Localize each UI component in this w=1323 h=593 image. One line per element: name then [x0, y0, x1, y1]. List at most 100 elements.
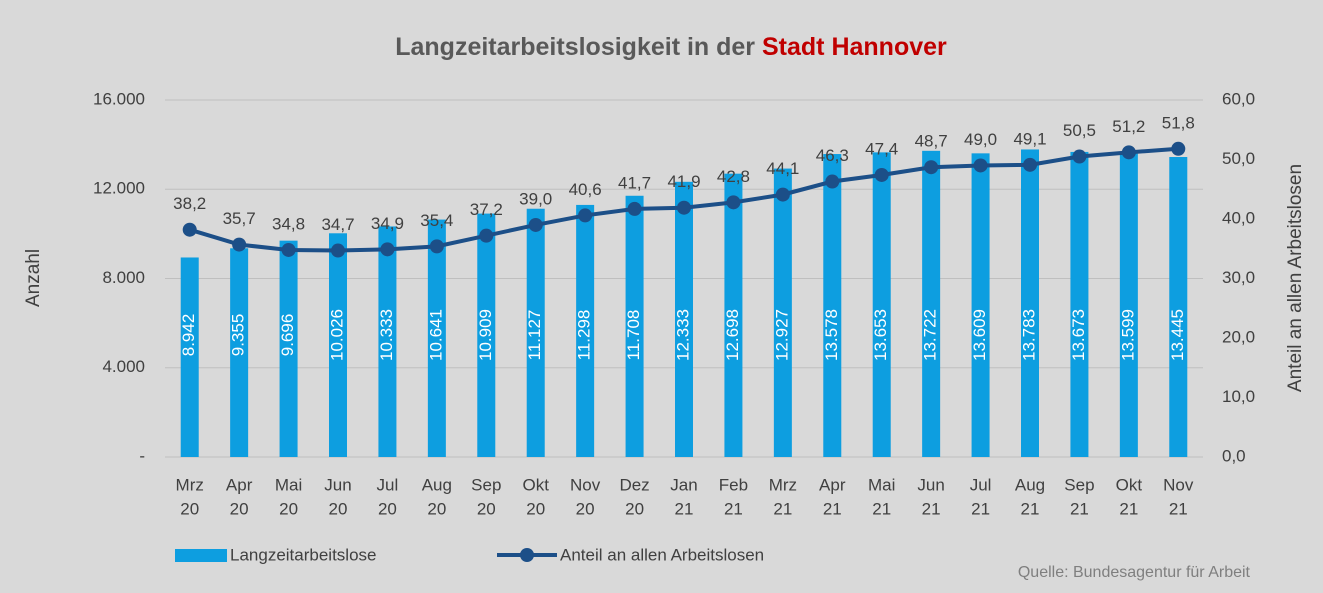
legend-swatch: [175, 549, 227, 562]
title-main: Langzeitarbeitslosigkeit in der: [395, 33, 755, 61]
bar: [279, 240, 298, 457]
legend-label: Anteil an allen Arbeitslosen: [560, 545, 764, 564]
line-value-label: 35,4: [420, 211, 453, 230]
x-tick-label: Mrz: [769, 475, 797, 494]
bar-value-label: 13.599: [1118, 309, 1137, 361]
x-tick-label: Jul: [970, 475, 992, 494]
line-point: [775, 187, 790, 202]
bar: [625, 195, 644, 457]
line-value-label: 49,0: [964, 130, 997, 149]
bar-value-label: 13.578: [822, 309, 841, 361]
line-point: [1072, 149, 1087, 164]
line-value-label: 47,4: [865, 139, 898, 158]
bar: [724, 173, 743, 457]
bar-value-label: 12.333: [673, 309, 692, 361]
line-point: [874, 167, 889, 182]
x-tick-label: 21: [675, 499, 694, 518]
bar-value-label: 13.609: [970, 309, 989, 361]
line-point: [281, 242, 296, 257]
x-tick-label: 20: [230, 499, 249, 518]
y2-tick-label: 10,0: [1222, 387, 1255, 406]
bar: [230, 248, 249, 457]
bar: [477, 213, 496, 457]
x-tick-label: Okt: [522, 475, 549, 494]
y2-tick-label: 40,0: [1222, 208, 1255, 227]
bar: [922, 150, 941, 457]
x-tick-label: Sep: [471, 475, 501, 494]
bar: [378, 226, 397, 457]
bar: [576, 204, 595, 457]
x-tick-label: 20: [625, 499, 644, 518]
bar-value-label: 11.127: [525, 310, 544, 361]
bar-value-label: 11.298: [575, 310, 594, 361]
x-tick-label: Apr: [819, 475, 846, 494]
line-value-label: 50,5: [1063, 121, 1096, 140]
line-value-label: 49,1: [1013, 129, 1046, 148]
x-tick-label: 20: [526, 499, 545, 518]
line-point: [825, 174, 840, 189]
line-point: [182, 222, 197, 237]
bar: [971, 153, 990, 457]
bar-value-label: 9.696: [278, 314, 297, 357]
y-tick-label: 4.000: [102, 357, 145, 376]
legend-swatch: [520, 548, 534, 562]
line-point: [924, 160, 939, 175]
x-tick-label: Apr: [226, 475, 253, 494]
x-tick-label: 21: [1169, 499, 1188, 518]
bar-value-label: 11.708: [624, 310, 643, 361]
y2-tick-label: 30,0: [1222, 268, 1255, 287]
x-tick-label: 21: [823, 499, 842, 518]
y2-tick-label: 50,0: [1222, 149, 1255, 168]
x-tick-label: Mai: [275, 475, 302, 494]
y-tick-label: -: [139, 446, 145, 465]
y-tick-label: 12.000: [93, 179, 145, 198]
y2-axis-label: Anteil an allen Arbeitslosen: [1285, 164, 1306, 392]
y-tick-label: 16.000: [93, 89, 145, 108]
bar: [1169, 157, 1188, 458]
x-tick-label: 21: [971, 499, 990, 518]
line-value-label: 42,8: [717, 167, 750, 186]
bar: [675, 181, 693, 457]
line-point: [578, 208, 593, 223]
x-tick-label: 21: [1070, 499, 1089, 518]
line-point: [479, 228, 494, 243]
line-value-label: 44,1: [766, 159, 799, 178]
bar-value-label: 9.355: [229, 314, 248, 357]
x-tick-label: 20: [329, 499, 348, 518]
x-tick-label: 21: [1021, 499, 1040, 518]
bar-value-label: 13.653: [871, 309, 890, 361]
line-value-label: 39,0: [519, 189, 552, 208]
line-point: [627, 201, 642, 216]
x-tick-label: 21: [872, 499, 891, 518]
bar-value-label: 10.909: [476, 309, 495, 361]
line-value-label: 41,9: [667, 172, 700, 191]
bar: [872, 152, 891, 457]
bar-value-label: 13.722: [921, 309, 940, 361]
x-tick-label: 21: [773, 499, 792, 518]
x-tick-label: Feb: [719, 475, 748, 494]
bar: [329, 233, 347, 457]
line-value-label: 51,8: [1162, 113, 1195, 132]
line-value-label: 35,7: [223, 209, 256, 228]
line-point: [528, 217, 543, 232]
line-value-label: 38,2: [173, 194, 206, 213]
x-tick-label: Mrz: [176, 475, 204, 494]
x-tick-label: 20: [378, 499, 397, 518]
x-tick-label: Sep: [1064, 475, 1094, 494]
y-axis-label: Anzahl: [23, 249, 44, 307]
bar: [1021, 149, 1039, 458]
x-tick-label: Jun: [324, 475, 351, 494]
line-value-label: 48,7: [915, 132, 948, 151]
line-value-label: 34,7: [321, 215, 354, 234]
x-tick-label: 20: [477, 499, 496, 518]
x-tick-label: 20: [427, 499, 446, 518]
x-tick-label: 21: [1119, 499, 1138, 518]
line-point: [973, 158, 988, 173]
line-point: [429, 239, 444, 254]
line-point: [726, 195, 741, 210]
bar: [823, 154, 842, 457]
x-tick-label: Aug: [422, 475, 452, 494]
bar: [180, 257, 199, 457]
